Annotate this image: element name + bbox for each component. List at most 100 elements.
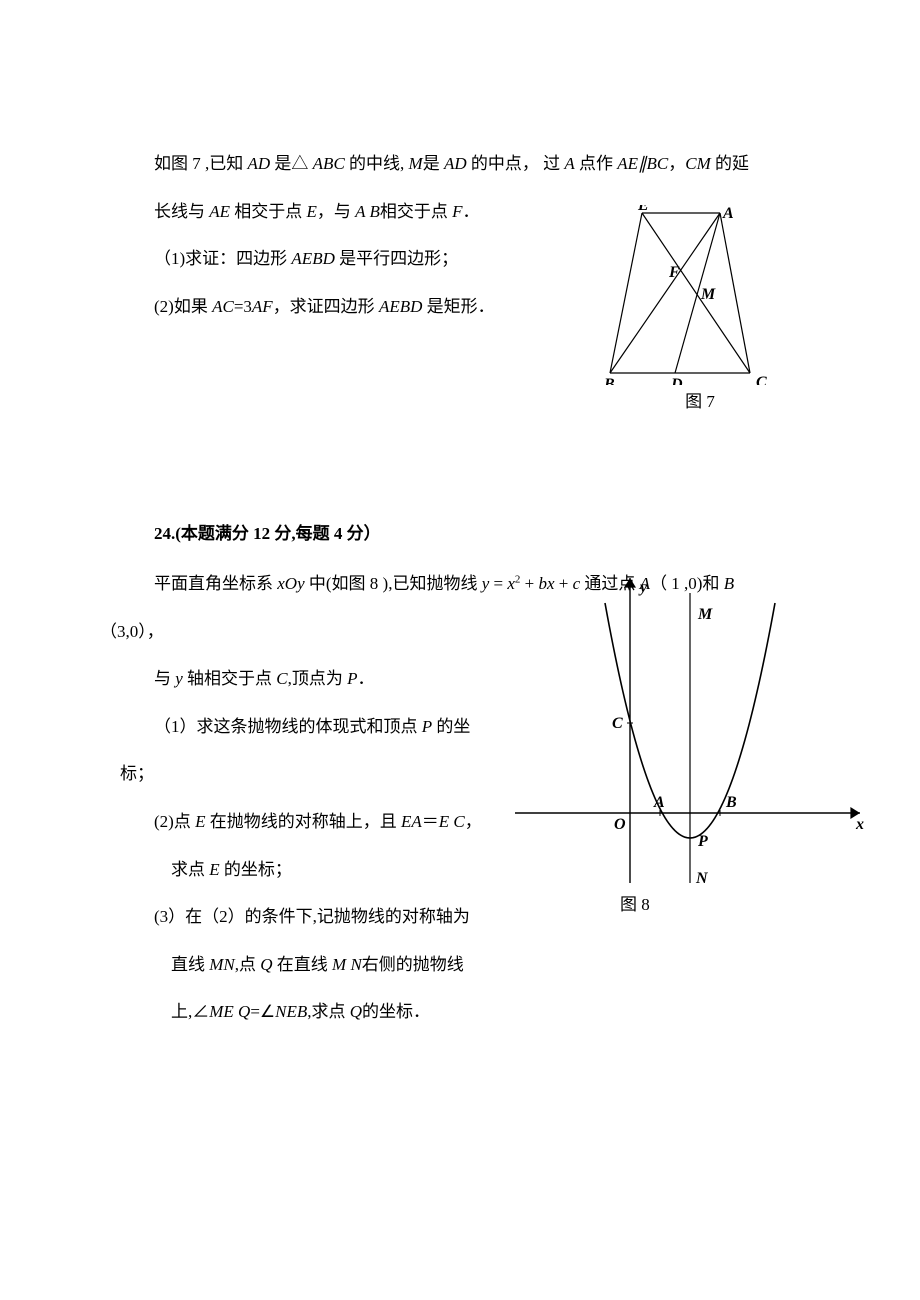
svg-text:B: B (725, 794, 737, 811)
t: ． (358, 669, 375, 688)
t: ，与 (317, 202, 355, 221)
svg-text:M: M (700, 286, 716, 303)
t: 点作 (575, 154, 618, 173)
svg-text:O: O (614, 816, 626, 833)
svg-text:x: x (855, 816, 864, 833)
t: 的坐标． (362, 1002, 430, 1021)
q24-s3b: 直线 MN,点 Q 在直线 M N右侧的抛物线 (120, 941, 500, 989)
v: E (195, 812, 205, 831)
figure-7-caption: 图 7 (600, 387, 800, 412)
v: P (347, 669, 357, 688)
v: AF (252, 297, 273, 316)
q23-line1: 如图 7 ,已知 AD 是△ ABC 的中线, M是 AD 的中点， 过 A 点… (120, 140, 800, 188)
t: 平面直角坐标系 (154, 574, 277, 593)
t: 中(如图 8 ),已知抛物线 (305, 574, 482, 593)
t: 是 (423, 154, 444, 173)
t: ． (463, 202, 480, 221)
figure-8: yxMNCOABP (510, 573, 860, 893)
v: E (307, 202, 317, 221)
svg-text:C: C (756, 374, 767, 385)
v: ME Q (209, 1002, 250, 1021)
t: (2)点 (154, 812, 195, 831)
t: =∠ (250, 1002, 275, 1021)
v: Q (350, 1002, 362, 1021)
v: C (276, 669, 287, 688)
t: （1）求这条抛物线的体现式和顶点 (154, 717, 422, 736)
t: ＝ (422, 812, 439, 831)
t: 在直线 (273, 955, 333, 974)
svg-text:N: N (695, 870, 709, 887)
t: ， (668, 154, 685, 173)
t: ，求证四边形 (273, 297, 379, 316)
q24-s3c: 上,∠ME Q=∠NEB,求点 Q的坐标． (120, 988, 500, 1036)
q23-sub2: (2)如果 AC=3AF，求证四边形 AEBD 是矩形． (120, 283, 540, 331)
v: AD (444, 154, 467, 173)
q24-header: 24.(本题满分 12 分,每题 4 分） (120, 510, 800, 558)
t: 在抛物线的对称轴上，且 (205, 812, 401, 831)
svg-text:C: C (612, 715, 623, 732)
t: 的延 (711, 154, 749, 173)
svg-text:D: D (670, 376, 683, 385)
t: 右侧的抛物线 (362, 955, 464, 974)
v: P (422, 717, 432, 736)
t: 是平行四边形； (335, 249, 458, 268)
v: ABC (313, 154, 345, 173)
t: 的中线, (345, 154, 409, 173)
t: 的坐标； (220, 860, 292, 879)
figure-7-svg: E A F M B D C (600, 205, 780, 385)
t: 是矩形． (422, 297, 494, 316)
svg-text:E: E (637, 205, 649, 214)
v: AE∥BC (617, 154, 668, 173)
svg-text:P: P (697, 833, 708, 850)
v: E (209, 860, 219, 879)
svg-text:F: F (668, 264, 680, 281)
t: 与 (154, 669, 175, 688)
v: CM (685, 154, 711, 173)
v: xOy (277, 574, 304, 593)
q24-title: 24.(本题满分 12 分,每题 4 分） (120, 510, 800, 558)
v: y (175, 669, 183, 688)
t: 长线与 (154, 202, 209, 221)
v: A B (355, 202, 380, 221)
t: 是△ (270, 154, 313, 173)
figure-7: E A F M B D C 图 7 (600, 205, 800, 412)
v: AEBD (291, 249, 334, 268)
t: ,顶点为 (288, 669, 348, 688)
svg-text:y: y (638, 579, 648, 596)
svg-text:A: A (722, 205, 734, 222)
v: A (564, 154, 574, 173)
t: 轴相交于点 (183, 669, 277, 688)
t: 相交于点 (230, 202, 307, 221)
t: 直线 (171, 955, 209, 974)
svg-text:M: M (697, 606, 713, 623)
q24-s2: (2)点 E 在抛物线的对称轴上，且 EA＝E C， (120, 798, 500, 846)
v: AD (248, 154, 271, 173)
v: AC (212, 297, 234, 316)
q24-s2b: 求点 E 的坐标； (120, 846, 500, 894)
v: Q (260, 955, 272, 974)
t: =3 (234, 297, 252, 316)
v: E C (439, 812, 465, 831)
eq-eq: = (489, 574, 507, 593)
v: MN (209, 955, 235, 974)
q23-sub1: （1)求证：四边形 AEBD 是平行四边形； (120, 235, 540, 283)
figure-8-svg: y x M N C O A B P (510, 573, 870, 893)
svg-text:B: B (603, 376, 615, 385)
v: EA (401, 812, 422, 831)
q24-s1: （1）求这条抛物线的体现式和顶点 P 的坐标； (120, 703, 500, 798)
t: 上,∠ (171, 1002, 209, 1021)
t: 如图 7 ,已知 (154, 154, 248, 173)
v: NEB (275, 1002, 307, 1021)
v: AE (209, 202, 230, 221)
figure-8-caption: 图 8 (620, 890, 650, 915)
t: 相交于点 (380, 202, 452, 221)
svg-text:A: A (653, 794, 665, 811)
t: ,点 (235, 955, 261, 974)
v: F (452, 202, 462, 221)
v: M (409, 154, 423, 173)
t: （1)求证：四边形 (154, 249, 291, 268)
t: (2)如果 (154, 297, 212, 316)
t: ， (465, 812, 482, 831)
v: AEBD (379, 297, 422, 316)
t: 的中点， 过 (467, 154, 565, 173)
